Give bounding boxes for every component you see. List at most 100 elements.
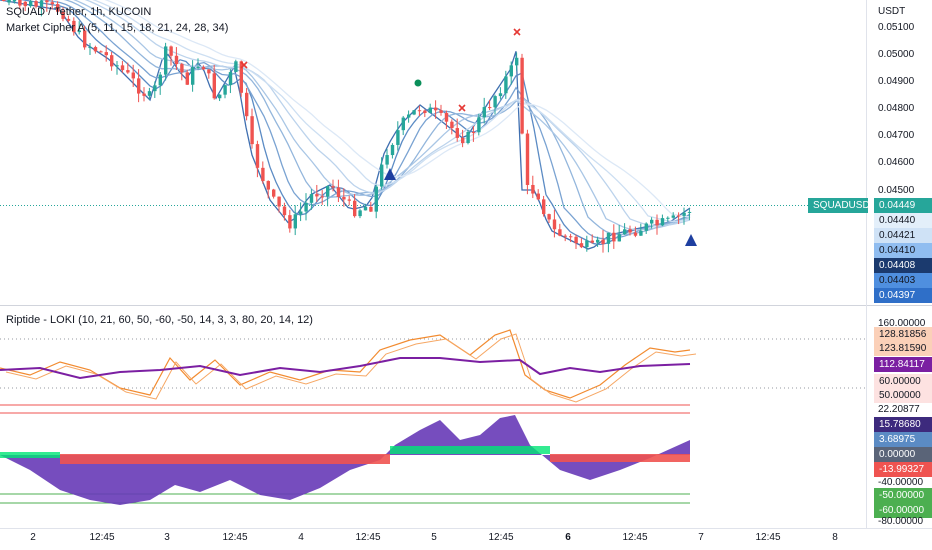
candle-body bbox=[110, 55, 114, 67]
candle-body bbox=[639, 230, 643, 236]
candle-body bbox=[142, 93, 146, 96]
candle-body bbox=[228, 72, 233, 86]
candle-body bbox=[77, 30, 81, 33]
candle-body bbox=[666, 217, 670, 219]
candle-body bbox=[336, 187, 341, 198]
candle-body bbox=[304, 202, 308, 212]
candle-body bbox=[93, 47, 98, 52]
candle-body bbox=[234, 61, 238, 73]
candle-body bbox=[358, 210, 362, 217]
sub-indicator-title[interactable]: Riptide - LOKI (10, 21, 60, 50, -60, -50… bbox=[6, 314, 313, 326]
candle-body bbox=[650, 219, 654, 224]
wave-lines bbox=[0, 329, 697, 403]
symbol-title[interactable]: SQUAD / Tether, 1h, KUCOIN bbox=[6, 6, 152, 18]
wave-line-slow bbox=[5, 333, 697, 403]
candle-body bbox=[612, 232, 616, 242]
candle-body bbox=[385, 155, 389, 165]
candle-body bbox=[180, 64, 184, 73]
price-tick: 0.04600 bbox=[878, 157, 915, 168]
candle-body bbox=[99, 51, 103, 53]
band-up bbox=[0, 452, 60, 458]
candle-body bbox=[12, 0, 17, 2]
candle-body bbox=[315, 194, 319, 197]
candle-body bbox=[347, 199, 351, 201]
candle-body bbox=[509, 65, 513, 77]
osc-tag: -13.99327 bbox=[874, 462, 932, 477]
rsi-line bbox=[0, 357, 691, 380]
candle-body bbox=[88, 47, 92, 49]
candle-body bbox=[423, 110, 427, 114]
candle-body bbox=[444, 112, 449, 122]
sell-cross bbox=[240, 61, 248, 69]
osc-tick: 22.20877 bbox=[878, 404, 920, 415]
candle-body bbox=[633, 232, 638, 236]
candle-body bbox=[147, 91, 152, 96]
time-tick: 7 bbox=[698, 532, 704, 543]
candle-body bbox=[2, 0, 6, 1]
candle-body bbox=[677, 215, 681, 217]
candle-body bbox=[617, 234, 621, 242]
candle-body bbox=[477, 117, 481, 133]
candle-body bbox=[299, 211, 303, 215]
candle-body bbox=[29, 1, 33, 7]
candle-body bbox=[536, 193, 540, 200]
ribbon-line bbox=[104, 0, 691, 218]
price-tick: 0.04700 bbox=[878, 130, 915, 141]
candle-body bbox=[66, 18, 71, 21]
currency-label[interactable]: USDT bbox=[878, 6, 906, 17]
candle-body bbox=[212, 73, 216, 99]
candle-body bbox=[34, 1, 38, 7]
candle-body bbox=[660, 218, 665, 226]
candle-body bbox=[261, 167, 265, 182]
candle-body bbox=[169, 46, 173, 56]
osc-tag: 123.81590 bbox=[874, 341, 932, 356]
indicator-title[interactable]: Market Cipher A (5, 11, 15, 18, 21, 24, … bbox=[6, 22, 229, 34]
candle-body bbox=[417, 110, 422, 112]
wave-line-fast bbox=[0, 329, 691, 399]
price-tick: 0.04800 bbox=[878, 103, 915, 114]
candle-body bbox=[671, 215, 675, 218]
candle-body bbox=[574, 236, 578, 244]
candle-body bbox=[83, 30, 87, 48]
candle-body bbox=[331, 186, 335, 188]
osc-tag: 112.84117 bbox=[874, 357, 932, 372]
candle-body bbox=[326, 186, 330, 197]
osc-tick: -40.00000 bbox=[878, 477, 924, 488]
band-down bbox=[550, 454, 690, 462]
candle-body bbox=[288, 215, 292, 229]
ribbon-line bbox=[19, 0, 691, 246]
signals bbox=[240, 28, 697, 246]
candle-body bbox=[293, 214, 297, 229]
candle-body bbox=[380, 164, 384, 187]
candle-body bbox=[504, 76, 508, 94]
candle-body bbox=[552, 219, 557, 230]
candle-body bbox=[320, 196, 324, 198]
time-tick: 3 bbox=[164, 532, 170, 543]
candle-body bbox=[493, 96, 497, 108]
candle-body bbox=[401, 117, 405, 131]
candle-body bbox=[488, 107, 492, 109]
candle-body bbox=[342, 197, 346, 200]
osc-tick: -80.00000 bbox=[878, 516, 924, 527]
time-tick: 12:45 bbox=[222, 532, 248, 543]
candle-body bbox=[196, 67, 200, 69]
candle-body bbox=[498, 93, 503, 97]
candle-body bbox=[61, 11, 65, 19]
candle-body bbox=[390, 144, 395, 156]
time-tick: 4 bbox=[298, 532, 304, 543]
time-tick: 12:45 bbox=[355, 532, 381, 543]
ribbon-line bbox=[84, 0, 691, 227]
candle-body bbox=[407, 114, 411, 118]
time-tick: 12:45 bbox=[89, 532, 115, 543]
candle-body bbox=[461, 137, 465, 144]
candle-body bbox=[266, 181, 270, 190]
time-tick: 6 bbox=[565, 532, 571, 543]
time-tick: 5 bbox=[431, 532, 437, 543]
sell-cross bbox=[513, 28, 521, 36]
ribbon-line bbox=[40, 0, 691, 240]
band-up bbox=[390, 446, 550, 454]
osc-tag: 60.00000 bbox=[874, 374, 932, 389]
candle-body bbox=[466, 131, 470, 144]
candle-body bbox=[434, 107, 438, 111]
